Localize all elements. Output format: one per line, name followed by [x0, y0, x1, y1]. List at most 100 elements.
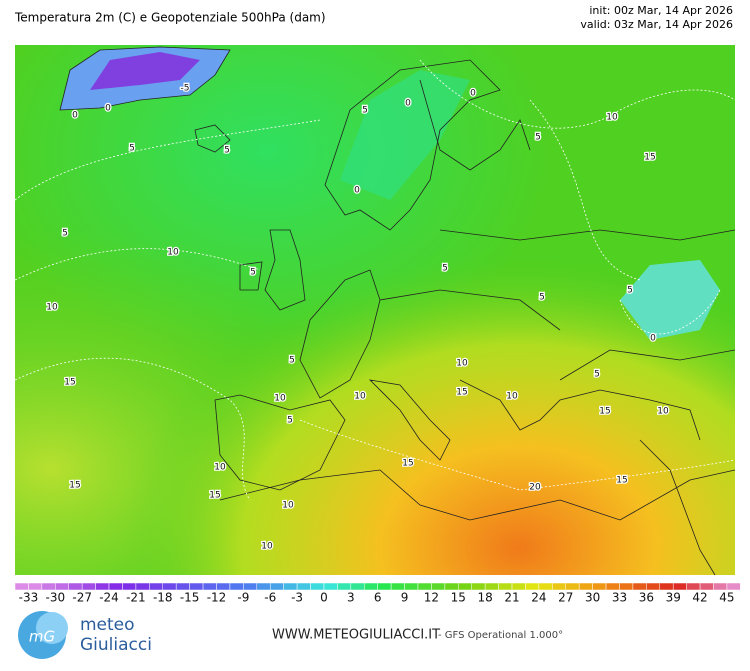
- colorbar-swatch: [404, 582, 419, 591]
- colorbar-swatch: [484, 582, 499, 591]
- contour-label: 0: [650, 334, 656, 344]
- contour-label: 15: [402, 459, 413, 469]
- contour-label: 5: [224, 146, 230, 156]
- colorbar-swatch: [646, 582, 661, 591]
- contour-label: 15: [209, 491, 220, 501]
- colorbar-tick-label: 33: [612, 591, 627, 605]
- colorbar-tick-label: -6: [264, 591, 276, 605]
- colorbar-swatch: [41, 582, 56, 591]
- colorbar-swatch: [55, 582, 69, 591]
- contour-label: 5: [535, 133, 541, 143]
- colorbar-tick-label: -33: [19, 591, 39, 605]
- contour-label: 10: [167, 248, 179, 258]
- colorbar-tick-label: 9: [401, 591, 409, 605]
- colorbar-swatch: [377, 582, 392, 591]
- colorbar-tick-label: 24: [531, 591, 546, 605]
- colorbar-tick-label: -18: [153, 591, 173, 605]
- colorbar-swatch: [68, 582, 83, 591]
- contour-label: 5: [287, 416, 293, 426]
- colorbar-swatch: [28, 582, 43, 591]
- colorbar-swatch: [565, 582, 580, 591]
- colorbar-swatch: [14, 582, 29, 591]
- logo-mark: mG: [29, 628, 55, 646]
- colorbar-swatch: [632, 582, 647, 591]
- colorbar-swatch: [162, 582, 177, 591]
- contour-label: 15: [644, 153, 655, 163]
- colorbar-swatch: [444, 582, 459, 591]
- colorbar-tick-label: -27: [72, 591, 92, 605]
- contour-label: 0: [72, 111, 78, 121]
- colorbar-swatch: [135, 582, 150, 591]
- contour-label: 10: [354, 392, 366, 402]
- colorbar-swatch: [578, 582, 593, 591]
- colorbar-tick-label: 18: [478, 591, 493, 605]
- colorbar-swatch: [229, 582, 244, 591]
- colorbar-swatch: [417, 582, 432, 591]
- contour-label: 0: [470, 89, 476, 99]
- colorbar-swatch: [511, 582, 526, 591]
- colorbar-tick-label: -21: [126, 591, 146, 605]
- colorbar-swatch: [713, 582, 728, 591]
- colorbar-swatch: [619, 582, 634, 591]
- colorbar-tick-label: 21: [504, 591, 519, 605]
- colorbar-swatch: [108, 582, 123, 591]
- contour-label: 10: [261, 542, 273, 552]
- contour-label: 15: [616, 476, 627, 486]
- colorbar-tick-label: 42: [692, 591, 707, 605]
- colorbar-swatch: [243, 582, 258, 591]
- colorbar-swatch: [202, 582, 217, 591]
- colorbar-swatch: [323, 582, 338, 591]
- colorbar-swatch: [726, 582, 741, 591]
- contour-label: -5: [181, 84, 190, 94]
- colorbar-tick-label: 39: [666, 591, 681, 605]
- colorbar-swatch: [672, 582, 687, 591]
- colorbar-swatch: [189, 582, 204, 591]
- colorbar-tick-label: 6: [374, 591, 382, 605]
- map-title: Temperatura 2m (C) e Geopotenziale 500hP…: [14, 11, 326, 25]
- contour-label: 5: [250, 268, 256, 278]
- colorbar: -33 -30 -27 -24 -21 -18 -15 -12 -9 -6 -3 0 3 6 9 12 15 18…: [14, 582, 741, 605]
- contour-label: 0: [105, 104, 111, 114]
- contour-label: 5: [627, 286, 633, 296]
- contour-label: 15: [599, 407, 610, 417]
- map: [14, 45, 736, 576]
- contour-label: 5: [289, 356, 295, 366]
- model-name: - GFS Operational 1.000°: [438, 630, 563, 641]
- contour-label: 20: [529, 483, 541, 493]
- colorbar-tick-label: 36: [639, 591, 654, 605]
- contour-label: 15: [64, 378, 75, 388]
- contour-label: 10: [274, 394, 286, 404]
- colorbar-swatch: [269, 582, 284, 591]
- contour-label: 5: [539, 293, 545, 303]
- contour-label: 10: [456, 359, 468, 369]
- colorbar-swatch: [659, 582, 674, 591]
- contour-label: 5: [442, 264, 448, 274]
- colorbar-swatch: [122, 582, 137, 591]
- contour-label: 5: [362, 106, 368, 116]
- colorbar-swatch: [552, 582, 566, 591]
- init-time: init: 00z Mar, 14 Apr 2026: [589, 4, 733, 17]
- colorbar-swatch: [458, 582, 472, 591]
- colorbar-tick-label: -9: [237, 591, 249, 605]
- colorbar-swatch: [498, 582, 513, 591]
- colorbar-swatch: [699, 582, 714, 591]
- colorbar-swatch: [216, 582, 231, 591]
- colorbar-swatch: [310, 582, 325, 591]
- contour-label: 10: [214, 463, 226, 473]
- colorbar-tick-label: -24: [99, 591, 119, 605]
- colorbar-swatch: [296, 582, 311, 591]
- colorbar-tick-label: 12: [424, 591, 439, 605]
- colorbar-swatch: [175, 582, 190, 591]
- contour-label: 10: [657, 407, 669, 417]
- colorbar-tick-label: -12: [207, 591, 227, 605]
- contour-label: 10: [506, 392, 518, 402]
- colorbar-swatch: [283, 582, 298, 591]
- colorbar-swatch: [350, 582, 365, 591]
- contour-label: 15: [456, 388, 467, 398]
- logo: mG: [18, 611, 68, 659]
- colorbar-tick-label: 0: [320, 591, 328, 605]
- colorbar-tick-label: -30: [45, 591, 65, 605]
- colorbar-tick-label: 30: [585, 591, 600, 605]
- contour-label: 0: [405, 99, 411, 109]
